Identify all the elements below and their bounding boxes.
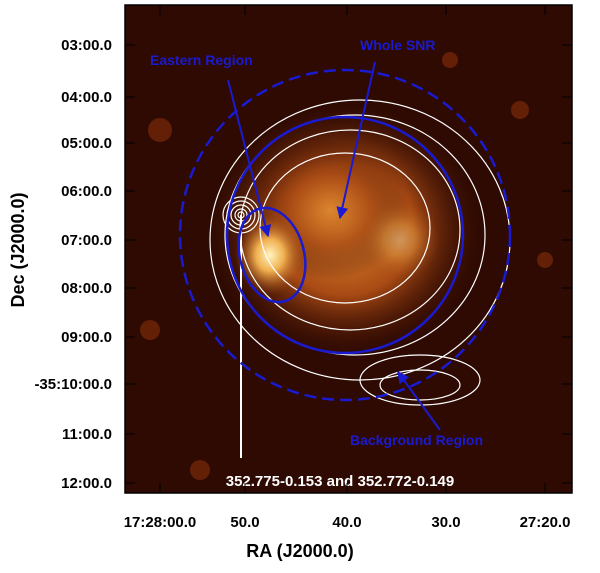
annotation: Eastern Region bbox=[150, 52, 253, 68]
x-tick-label: 27:20.0 bbox=[520, 514, 571, 531]
y-tick-label: 09:00.0 bbox=[61, 329, 112, 346]
arrows bbox=[227, 61, 441, 431]
background-region bbox=[178, 68, 512, 402]
x-tick-label: 40.0 bbox=[332, 514, 361, 531]
y-tick-label: 04:00.0 bbox=[61, 89, 112, 106]
eastern-region bbox=[237, 206, 307, 304]
x-tick-label: 17:28:00.0 bbox=[124, 514, 197, 531]
whole-snr-region bbox=[225, 115, 465, 355]
plot-frame bbox=[124, 4, 573, 494]
y-tick-label: 07:00.0 bbox=[61, 232, 112, 249]
annotation: Background Region bbox=[350, 432, 483, 448]
y-tick-label: 05:00.0 bbox=[61, 135, 112, 152]
x-tick-label: 50.0 bbox=[230, 514, 259, 531]
annotation: Whole SNR bbox=[360, 37, 435, 53]
y-tick-label: 08:00.0 bbox=[61, 280, 112, 297]
y-tick-label: 03:00.0 bbox=[61, 37, 112, 54]
y-tick-label: -35:10:00.0 bbox=[34, 376, 112, 393]
annotation: 352.775-0.153 and 352.772-0.149 bbox=[226, 473, 455, 490]
ticks: 03:00.0 04:00.0 05:00.0 06:00.0 07:00.0 08:00… bbox=[34, 5, 572, 531]
x-axis-label: RA (J2000.0) bbox=[246, 541, 353, 561]
image: Eastern Region Whole SNR Background Regi… bbox=[125, 5, 572, 493]
y-tick-label: 12:00.0 bbox=[61, 475, 112, 492]
y-axis-label: Dec (J2000.0) bbox=[8, 192, 28, 307]
x-tick-label: 30.0 bbox=[431, 514, 460, 531]
y-tick-label: 11:00.0 bbox=[62, 426, 112, 443]
y-tick-label: 06:00.0 bbox=[61, 183, 112, 200]
